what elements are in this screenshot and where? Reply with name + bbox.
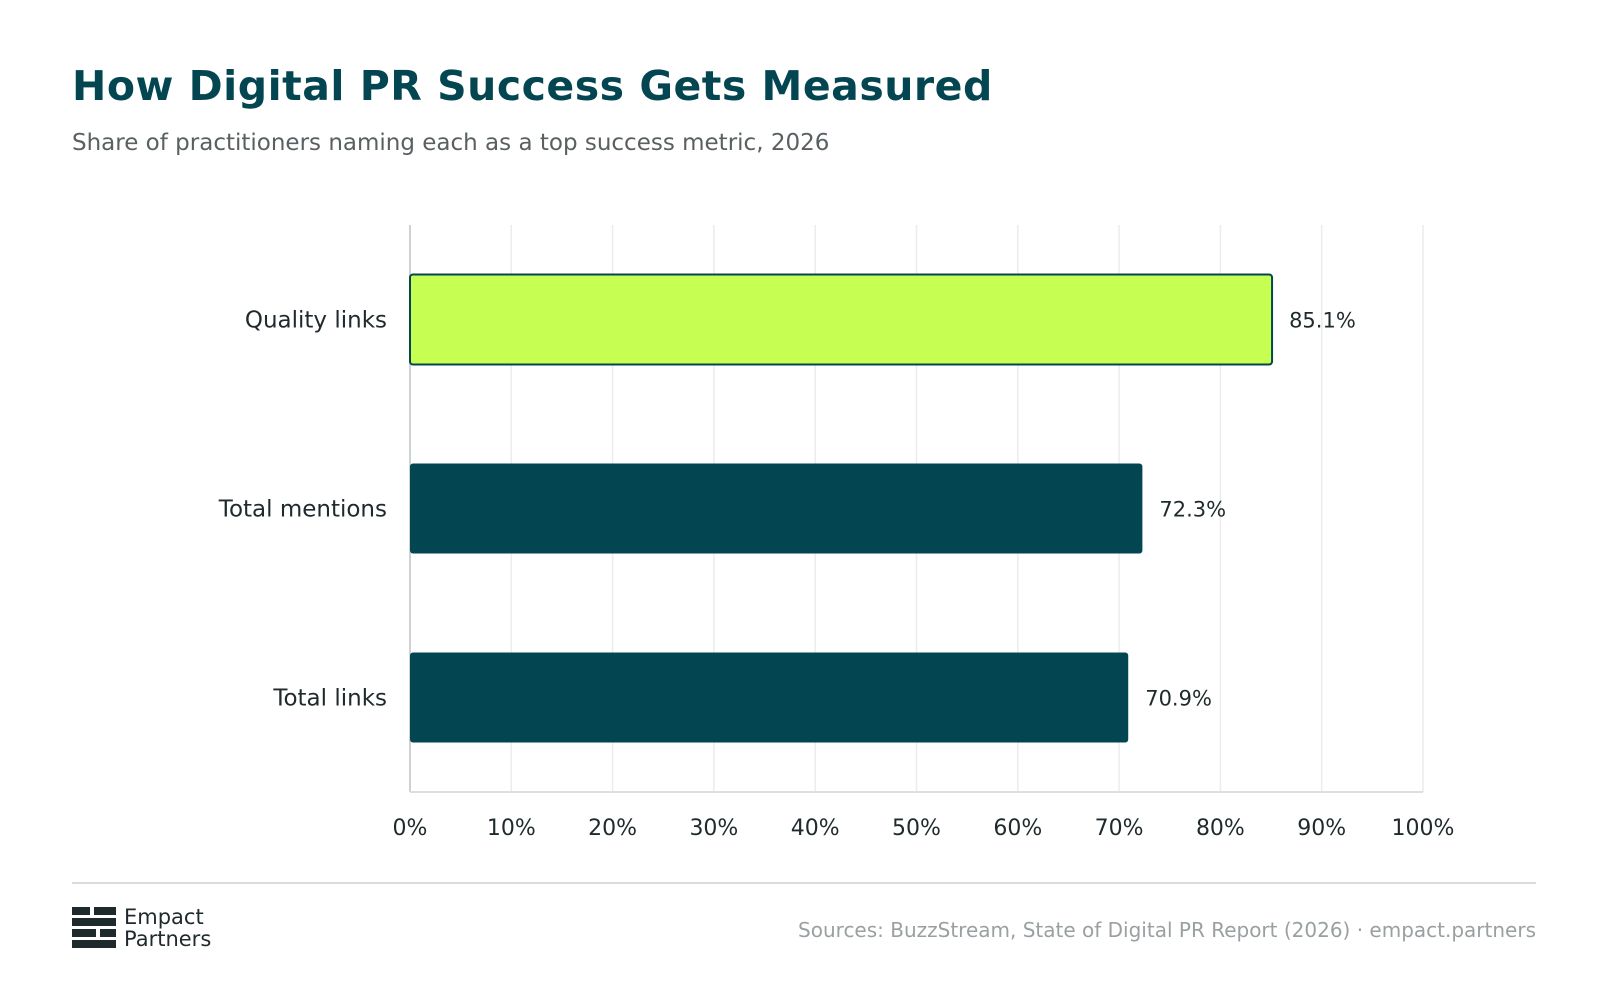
category-label: Total links (272, 686, 387, 712)
x-tick-label: 70% (1095, 816, 1144, 841)
labels: 0% 10% 20% 30% 40% 50% 60% 70% 80% 90% 100% Quality… (218, 308, 1455, 842)
x-tick-label: 50% (892, 816, 941, 841)
brand-logo: Empact Partners (72, 906, 211, 950)
x-tick-label: 10% (487, 816, 536, 841)
x-tick-label: 60% (993, 816, 1042, 841)
logo-line-1: Empact (124, 905, 204, 929)
x-tick-label: 40% (791, 816, 840, 841)
empact-logo-icon (72, 907, 116, 948)
x-tick-label: 100% (1392, 816, 1455, 841)
bar-total-links (410, 652, 1129, 743)
x-tick-label: 20% (588, 816, 637, 841)
x-tick-label: 80% (1196, 816, 1245, 841)
chart-subtitle: Share of practitioners naming each as a … (72, 130, 830, 156)
category-label: Total mentions (218, 497, 387, 523)
bars (409, 273, 1274, 743)
value-label: 72.3% (1159, 498, 1226, 522)
logo-line-2: Partners (124, 927, 212, 951)
bar-total-mentions (410, 463, 1143, 554)
x-tick-label: 30% (689, 816, 738, 841)
source-note: Sources: BuzzStream, State of Digital PR… (798, 918, 1536, 942)
x-tick-label: 0% (393, 816, 428, 841)
footer-divider (72, 882, 1536, 884)
bar-quality-links (409, 273, 1274, 366)
category-label: Quality links (245, 308, 387, 334)
chart-title: How Digital PR Success Gets Measured (72, 62, 993, 110)
value-label: 85.1% (1289, 309, 1356, 333)
x-tick-label: 90% (1297, 816, 1346, 841)
value-label: 70.9% (1145, 687, 1212, 711)
bar-chart: 0% 10% 20% 30% 40% 50% 60% 70% 80% 90% 100% Quality… (218, 225, 1455, 842)
